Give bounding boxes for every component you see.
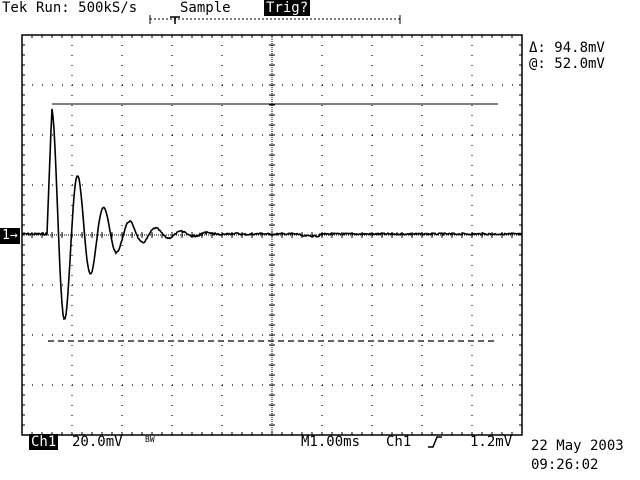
rising-edge-icon xyxy=(428,436,442,448)
channel1-ground-marker[interactable]: 1→ xyxy=(0,228,20,244)
trigger-source: Ch1 xyxy=(386,434,412,450)
timebase: M1.00ms xyxy=(301,434,361,450)
trigger-level: 1.2mV xyxy=(470,434,513,450)
record-position-bar xyxy=(149,15,401,24)
brand-label: Tek xyxy=(2,0,28,16)
trigger-position-marker xyxy=(170,16,180,24)
cursor-delta-readout: Δ: 94.8mV xyxy=(529,40,605,56)
run-status: Run: 500kS/s xyxy=(36,0,138,16)
ch1-waveform xyxy=(21,108,523,321)
trigger-status: Trig? xyxy=(264,0,311,16)
date-readout: 22 May 2003 xyxy=(531,438,624,454)
cursor-position-readout: @: 52.0mV xyxy=(529,56,605,72)
channel-label[interactable]: Ch1 xyxy=(29,434,59,450)
acquisition-mode: Sample xyxy=(180,0,231,16)
volts-per-div: 20.0mV xyxy=(72,434,123,450)
time-readout: 09:26:02 xyxy=(531,457,599,473)
bandwidth-limit-flag: BW xyxy=(145,435,155,444)
